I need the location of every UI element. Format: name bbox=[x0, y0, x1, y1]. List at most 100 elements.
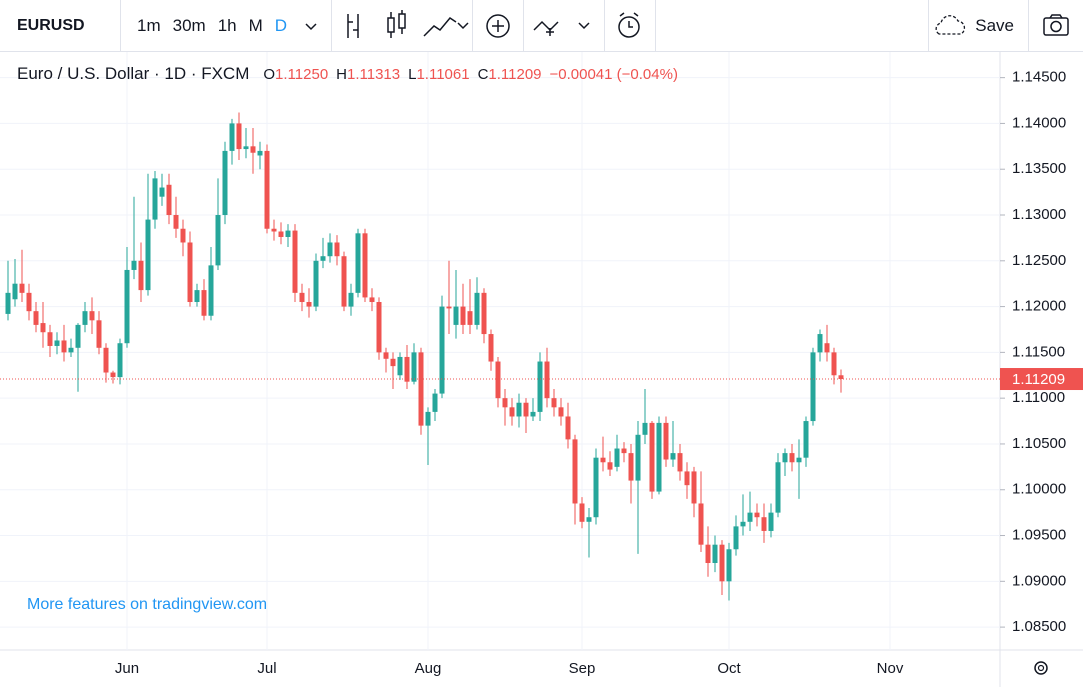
candle-body bbox=[789, 453, 795, 463]
candle-body bbox=[173, 215, 179, 229]
indicators-icon[interactable] bbox=[473, 0, 523, 51]
last-price-label: 1.11209 bbox=[1012, 371, 1065, 388]
y-tick-label: 1.12500 bbox=[1012, 252, 1066, 269]
interval-button[interactable]: D bbox=[274, 15, 288, 35]
candle-body bbox=[488, 334, 494, 362]
legend-value: 1.11209 bbox=[488, 66, 542, 83]
y-tick-label: 1.11000 bbox=[1012, 389, 1065, 406]
legend-change: −0.00041 (−0.04%) bbox=[549, 66, 678, 83]
candle-body bbox=[740, 521, 746, 527]
y-tick-label: 1.08500 bbox=[1012, 618, 1066, 635]
candle-body bbox=[26, 292, 32, 312]
candle-body bbox=[719, 544, 725, 582]
x-tick-label: Oct bbox=[717, 660, 741, 677]
candle-body bbox=[47, 332, 53, 346]
y-tick-label: 1.14500 bbox=[1012, 69, 1066, 86]
candle-body bbox=[698, 503, 704, 545]
candle-body bbox=[271, 228, 277, 232]
y-tick-label: 1.10000 bbox=[1012, 481, 1066, 498]
candle-body bbox=[460, 306, 466, 325]
chart-title: Euro / U.S. Dollar · 1D · FXCM bbox=[17, 64, 250, 83]
symbol[interactable]: EURUSD bbox=[17, 16, 85, 34]
y-tick-label: 1.10500 bbox=[1012, 435, 1066, 452]
candle-body bbox=[201, 290, 207, 316]
candle-body bbox=[96, 320, 102, 348]
snapshot-icon[interactable] bbox=[1029, 0, 1083, 51]
candle-body bbox=[705, 544, 711, 564]
candle-body bbox=[194, 290, 200, 303]
separator bbox=[472, 0, 474, 51]
settings-icon[interactable] bbox=[1034, 661, 1048, 675]
candle-body bbox=[138, 260, 144, 291]
legend-key: O bbox=[263, 66, 276, 83]
dropdown-icon[interactable] bbox=[301, 16, 321, 36]
candle-body bbox=[180, 228, 186, 243]
compare-icon[interactable] bbox=[524, 0, 604, 51]
candle-body bbox=[481, 292, 487, 335]
separator bbox=[120, 0, 121, 51]
candle-body bbox=[516, 402, 522, 417]
y-tick-label: 1.14000 bbox=[1012, 114, 1066, 131]
candle-body bbox=[579, 503, 585, 522]
candle-body bbox=[446, 306, 452, 309]
candle-body bbox=[383, 352, 389, 359]
chart-style-icons[interactable] bbox=[332, 0, 472, 51]
candle-body bbox=[621, 448, 627, 454]
candle-body bbox=[747, 512, 753, 522]
candle-body bbox=[12, 283, 18, 300]
candle-body bbox=[68, 347, 74, 353]
candle-body bbox=[509, 407, 515, 417]
interval-button[interactable]: 1m bbox=[137, 15, 161, 35]
candle-body bbox=[775, 462, 781, 513]
candle-body bbox=[89, 311, 95, 321]
candle-body bbox=[474, 292, 480, 325]
candle-body bbox=[642, 422, 648, 435]
candle-body bbox=[684, 471, 690, 486]
candle-body bbox=[124, 269, 130, 344]
x-tick-label: Jul bbox=[257, 660, 276, 677]
candles bbox=[5, 112, 844, 601]
candle-body bbox=[656, 422, 662, 492]
candle-body bbox=[824, 343, 830, 353]
candle-body bbox=[5, 292, 11, 314]
candle-body bbox=[208, 265, 214, 316]
candle-body bbox=[257, 150, 263, 156]
candle-body bbox=[376, 302, 382, 353]
candle-body bbox=[551, 398, 557, 408]
candle-body bbox=[215, 215, 221, 266]
candle-body bbox=[229, 123, 235, 151]
candle-body bbox=[754, 512, 760, 518]
candle-body bbox=[243, 146, 249, 150]
candle-body bbox=[691, 471, 697, 504]
candle-body bbox=[19, 283, 25, 293]
candle-body bbox=[299, 292, 305, 303]
candle-body bbox=[348, 292, 354, 307]
legend-key: H bbox=[336, 66, 347, 83]
candle-body bbox=[159, 187, 165, 197]
candle-body bbox=[313, 260, 319, 307]
candle-body bbox=[523, 402, 529, 417]
candle-body bbox=[495, 361, 501, 399]
watermark[interactable]: More features on tradingview.com bbox=[27, 596, 267, 613]
candle-body bbox=[397, 356, 403, 376]
candle-body bbox=[586, 517, 592, 522]
candle-body bbox=[803, 421, 809, 458]
candle-body bbox=[432, 393, 438, 412]
save-button[interactable]: Save bbox=[975, 15, 1014, 35]
legend-value: 1.11313 bbox=[347, 66, 401, 83]
candle-body bbox=[236, 123, 242, 150]
candle-body bbox=[565, 416, 571, 440]
candle-body bbox=[327, 242, 333, 257]
intervals: 1m 30m 1h M D bbox=[121, 0, 301, 51]
save-cloud-icon[interactable] bbox=[929, 0, 973, 51]
interval-button[interactable]: 1h bbox=[217, 15, 237, 35]
candle-body bbox=[306, 302, 312, 307]
candle-body bbox=[278, 231, 284, 237]
interval-button[interactable]: 30m bbox=[172, 15, 206, 35]
interval-button[interactable]: M bbox=[248, 15, 263, 35]
candle-body bbox=[404, 356, 410, 382]
candle-body bbox=[320, 256, 326, 261]
candle-body bbox=[600, 457, 606, 463]
alert-icon[interactable] bbox=[605, 0, 655, 51]
